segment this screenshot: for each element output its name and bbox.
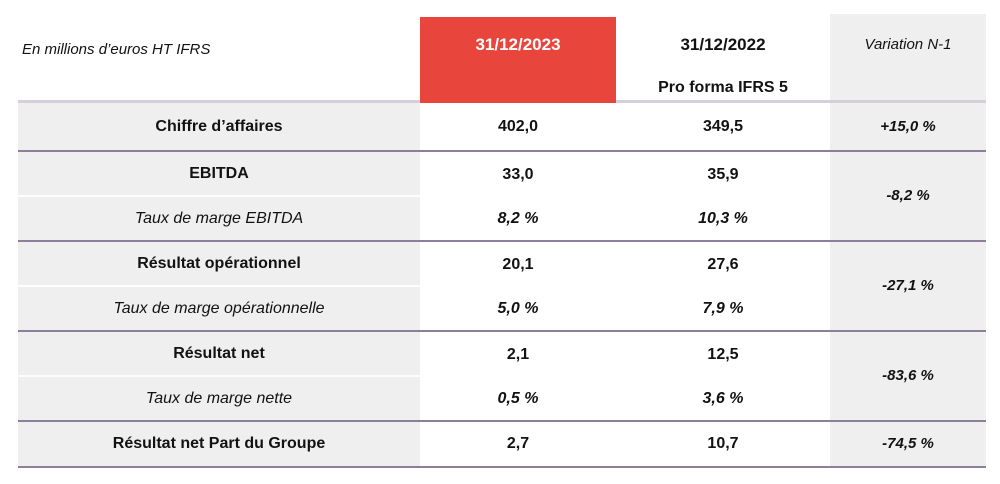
column-header-variation: Variation N-1 xyxy=(830,0,986,103)
column-header-2023-label: 31/12/2023 xyxy=(475,35,561,54)
operating-income-variation: -27,1 % xyxy=(830,242,986,332)
net-income-variation: -83,6 % xyxy=(830,332,986,422)
ebitda-margin-value-2022: 10,3 % xyxy=(616,197,830,242)
operating-margin-value-2022: 7,9 % xyxy=(616,287,830,332)
column-header-2023: 31/12/2023 xyxy=(420,0,616,103)
operating-income-value-2023: 20,1 xyxy=(502,255,534,273)
financial-results-table: En millions d’euros HT IFRS 31/12/2023 3… xyxy=(18,0,986,468)
group-net-income-value-2022: 10,7 xyxy=(616,422,830,468)
revenue-variation: +15,0 % xyxy=(830,103,986,152)
net-income-value-2022: 12,5 xyxy=(707,345,739,363)
ebitda-margin-label: Taux de marge EBITDA xyxy=(18,197,420,242)
ebitda-label: EBITDA xyxy=(18,152,420,197)
column-header-2022-proforma: Pro forma IFRS 5 xyxy=(658,79,788,96)
group-net-income-value-2023: 2,7 xyxy=(420,422,616,468)
column-header-variation-label: Variation N-1 xyxy=(864,36,952,53)
ebitda-margin-value-2023: 8,2 % xyxy=(420,197,616,242)
net-income-label: Résultat net xyxy=(18,332,420,377)
column-header-2023-highlight: 31/12/2023 xyxy=(420,17,616,103)
group-net-income-label: Résultat net Part du Groupe xyxy=(18,422,420,468)
ebitda-variation: -8,2 % xyxy=(830,152,986,242)
operating-income-label: Résultat opérationnel xyxy=(18,242,420,287)
column-header-variation-block: Variation N-1 xyxy=(830,14,986,100)
net-margin-label: Taux de marge nette xyxy=(18,377,420,422)
net-income-value-2023: 2,1 xyxy=(506,345,530,363)
ebitda-value-2022: 35,9 xyxy=(707,165,739,183)
group-net-income-variation: -74,5 % xyxy=(830,422,986,468)
net-margin-value-2023: 0,5 % xyxy=(420,377,616,422)
operating-margin-value-2023: 5,0 % xyxy=(420,287,616,332)
ebitda-value-2023: 33,0 xyxy=(502,165,534,183)
revenue-value-2023: 402,0 xyxy=(420,103,616,152)
column-header-2022-date: 31/12/2022 xyxy=(680,35,766,54)
operating-income-value-2022: 27,6 xyxy=(707,255,739,273)
column-header-2022: 31/12/2022 Pro forma IFRS 5 xyxy=(616,0,830,103)
operating-margin-label: Taux de marge opérationnelle xyxy=(18,287,420,332)
revenue-value-2022: 349,5 xyxy=(616,103,830,152)
table-unit-caption: En millions d’euros HT IFRS xyxy=(18,0,420,103)
revenue-label: Chiffre d’affaires xyxy=(18,103,420,152)
net-margin-value-2022: 3,6 % xyxy=(616,377,830,422)
